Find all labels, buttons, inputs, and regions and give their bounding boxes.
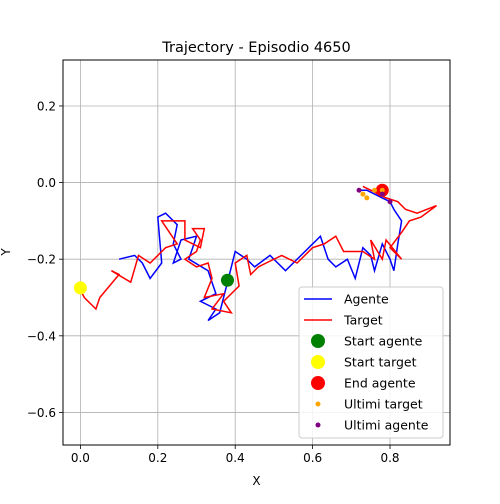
legend-label-end-agente: End agente — [344, 376, 416, 391]
x-tick-label: 0.4 — [226, 451, 245, 465]
legend-swatch-ultimi-agente — [316, 423, 321, 428]
legend-swatch-start-target — [311, 355, 325, 369]
y-axis-label: Y — [0, 248, 13, 257]
legend-label-target: Target — [343, 313, 383, 328]
x-tick-label: 0.2 — [148, 451, 167, 465]
series-start-target-point — [74, 281, 87, 294]
x-tick-label: 0.8 — [380, 451, 399, 465]
x-tick-label: 0.6 — [303, 451, 322, 465]
series-ultimi-agente-point — [357, 188, 362, 193]
legend-label-ultimi-agente: Ultimi agente — [344, 418, 429, 433]
series-start-agente-point — [221, 274, 234, 287]
x-axis-label: X — [252, 474, 260, 488]
y-tick-label: −0.6 — [27, 406, 56, 420]
y-tick-label: 0.2 — [37, 99, 56, 113]
y-tick-label: 0.0 — [37, 176, 56, 190]
y-tick-label: −0.4 — [27, 329, 56, 343]
series-ultimi-target-point — [360, 192, 365, 197]
legend-label-ultimi-target: Ultimi target — [344, 397, 423, 412]
series-ultimi-agente-point — [388, 199, 393, 204]
legend-label-start-target: Start target — [344, 355, 417, 370]
chart-title: Trajectory - Episodio 4650 — [161, 40, 350, 56]
series-ultimi-target-point — [372, 188, 377, 193]
legend-swatch-ultimi-target — [316, 402, 321, 407]
y-tick-label: −0.2 — [27, 253, 56, 267]
legend-label-agente: Agente — [344, 292, 389, 307]
legend-swatch-start-agente — [311, 334, 325, 348]
series-ultimi-agente-point — [380, 192, 385, 197]
legend-swatch-end-agente — [311, 376, 325, 390]
series-ultimi-target-point — [364, 195, 369, 200]
x-tick-label: 0.0 — [71, 451, 90, 465]
legend: Agente Target Start agente Start target End … — [299, 287, 443, 438]
legend-label-start-agente: Start agente — [344, 334, 423, 349]
